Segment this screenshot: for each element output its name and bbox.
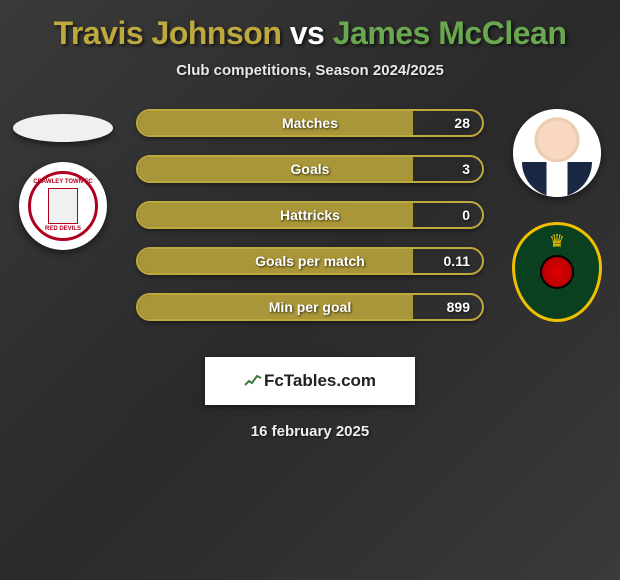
wrexham-crest-icon: ♛ — [512, 222, 602, 322]
bar-goals-label: Goals — [138, 161, 482, 177]
player2-jersey-icon — [522, 162, 592, 197]
crest2-dragon-icon: ♛ — [532, 231, 582, 255]
bar-hattricks: Hattricks 0 — [136, 201, 484, 229]
chart-up-icon — [244, 373, 262, 392]
title-player2: James McClean — [333, 15, 567, 51]
player2-avatar — [513, 109, 601, 197]
bar-goals-per-match: Goals per match 0.11 — [136, 247, 484, 275]
bar-hattricks-value: 0 — [462, 207, 470, 223]
left-column: CRAWLEY TOWN FC RED DEVILS — [8, 109, 118, 250]
crest1-top-text: CRAWLEY TOWN FC — [33, 179, 92, 186]
title-vs: vs — [290, 15, 325, 51]
bar-gpm-label: Goals per match — [138, 253, 482, 269]
page-title: Travis Johnson vs James McClean — [0, 15, 620, 52]
content-row: CRAWLEY TOWN FC RED DEVILS Matches 28 Go… — [0, 109, 620, 327]
bar-hattricks-label: Hattricks — [138, 207, 482, 223]
bar-mpg-value: 899 — [447, 299, 470, 315]
date: 16 february 2025 — [0, 423, 620, 440]
bar-gpm-value: 0.11 — [444, 253, 470, 269]
crest1-shield-icon — [48, 188, 78, 224]
subtitle: Club competitions, Season 2024/2025 — [0, 62, 620, 79]
source-logo-text: FcTables.com — [264, 371, 376, 390]
bar-min-per-goal: Min per goal 899 — [136, 293, 484, 321]
bar-matches-value: 28 — [454, 115, 470, 131]
title-player1: Travis Johnson — [54, 15, 282, 51]
stats-bars: Matches 28 Goals 3 Hattricks 0 Goals per… — [118, 109, 502, 321]
player2-club-crest: ♛ — [507, 217, 607, 327]
comparison-card: Travis Johnson vs James McClean Club com… — [0, 0, 620, 450]
player2-photo-icon — [513, 109, 601, 197]
crawley-crest-icon: CRAWLEY TOWN FC RED DEVILS — [28, 171, 98, 241]
crest2-ball-icon — [540, 255, 574, 289]
bar-matches-label: Matches — [138, 115, 482, 131]
crest1-bottom-text: RED DEVILS — [45, 226, 81, 233]
bar-matches: Matches 28 — [136, 109, 484, 137]
player1-club-crest: CRAWLEY TOWN FC RED DEVILS — [19, 162, 107, 250]
bar-goals: Goals 3 — [136, 155, 484, 183]
source-logo: FcTables.com — [244, 371, 376, 391]
right-column: ♛ — [502, 109, 612, 327]
bar-mpg-label: Min per goal — [138, 299, 482, 315]
source-logo-box: FcTables.com — [205, 357, 415, 405]
bar-goals-value: 3 — [462, 161, 470, 177]
player1-avatar-placeholder — [13, 114, 113, 142]
